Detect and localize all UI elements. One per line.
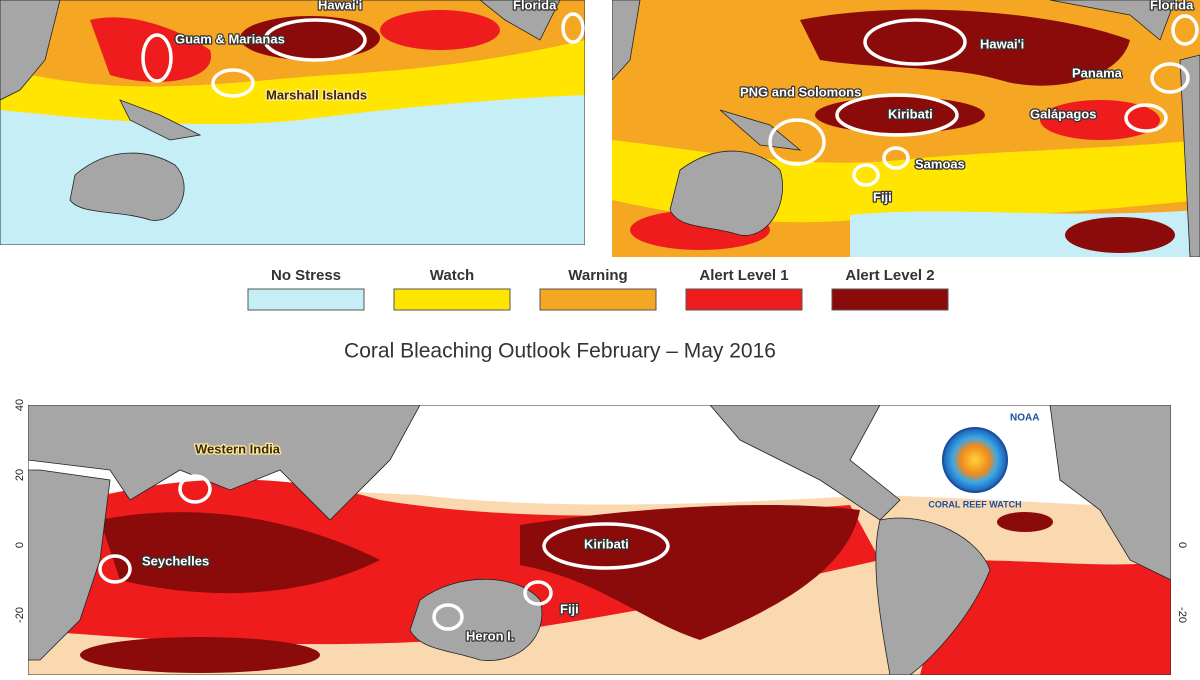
- region-label: Kiribati: [888, 106, 933, 121]
- logo-caption: CORAL REEF WATCH: [928, 499, 1021, 509]
- region-label: Florida: [1150, 0, 1194, 12]
- highlight-ring: [542, 522, 670, 570]
- highlight-ring: [863, 18, 967, 66]
- lat-tick-label: -20: [14, 607, 26, 623]
- highlight-ring: [263, 18, 367, 62]
- legend-label: Alert Level 1: [699, 267, 788, 284]
- highlight-ring: [432, 603, 464, 631]
- legend-swatch: [247, 288, 365, 311]
- logo: [942, 427, 1008, 493]
- region-label: Guam & Marianas: [175, 31, 285, 46]
- outlook-title: Coral Bleaching Outlook February – May 2…: [344, 340, 776, 363]
- legend-label: Alert Level 2: [845, 267, 934, 284]
- bottom-map: [28, 405, 1171, 675]
- highlight-ring: [835, 93, 959, 137]
- highlight-ring: [178, 474, 212, 504]
- legend-label: No Stress: [271, 267, 341, 284]
- region-label: Panama: [1072, 65, 1123, 80]
- lat-tick-label: 0: [14, 542, 26, 548]
- highlight-ring: [98, 554, 132, 584]
- region-label: Heron I.: [466, 628, 514, 643]
- region-label: Samoas: [915, 156, 965, 171]
- highlight-ring: [852, 163, 880, 187]
- legend-swatch: [831, 288, 949, 311]
- lat-tick-label: 0: [1176, 542, 1188, 548]
- highlight-ring: [1124, 103, 1168, 133]
- highlight-ring: [882, 146, 910, 170]
- region-label: Seychelles: [142, 553, 209, 568]
- lat-tick-label: 20: [14, 469, 26, 481]
- lat-tick-label: -20: [1176, 607, 1188, 623]
- region-label: Galápagos: [1030, 106, 1096, 121]
- region-label: Hawai'i: [980, 36, 1024, 51]
- highlight-ring: [141, 33, 173, 83]
- region-label: Florida: [513, 0, 557, 12]
- top-left-map: [0, 0, 585, 245]
- legend-label: Watch: [430, 267, 474, 284]
- highlight-ring: [1171, 14, 1199, 46]
- region-label: Fiji: [560, 601, 579, 616]
- region-label: Fiji: [873, 189, 892, 204]
- highlight-ring: [768, 118, 826, 166]
- legend-swatch: [393, 288, 511, 311]
- highlight-ring: [561, 12, 585, 44]
- highlight-ring: [523, 580, 553, 606]
- region-label: Marshall Islands: [266, 87, 367, 102]
- highlight-ring: [1150, 62, 1190, 94]
- top-right-map: [612, 0, 1200, 257]
- legend-swatch: [685, 288, 803, 311]
- region-label: PNG and Solomons: [740, 84, 861, 99]
- legend-label: Warning: [568, 267, 627, 284]
- region-label: Kiribati: [584, 536, 629, 551]
- region-label: Hawai'i: [318, 0, 362, 12]
- lat-tick-label: 40: [14, 399, 26, 411]
- legend-swatch: [539, 288, 657, 311]
- region-label: Western India: [195, 441, 281, 456]
- highlight-ring: [211, 68, 255, 98]
- logo-name: NOAA: [1010, 413, 1039, 424]
